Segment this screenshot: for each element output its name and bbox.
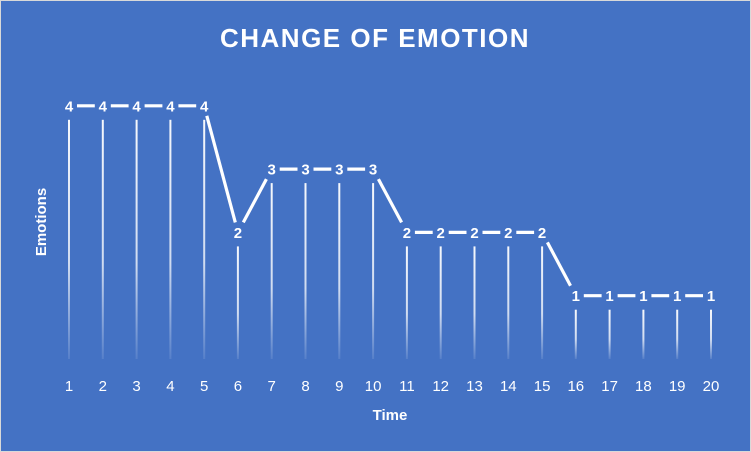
data-label: 1: [572, 288, 580, 305]
series-line: [77, 104, 703, 298]
y-axis-title: Emotions: [33, 188, 50, 256]
drop-line: [439, 246, 442, 359]
line-segment: [545, 241, 572, 287]
drop-lines: [68, 119, 712, 359]
data-label: 2: [470, 225, 478, 242]
data-label: 1: [605, 288, 613, 305]
x-tick-label: 13: [466, 378, 483, 395]
data-label: 2: [538, 225, 546, 242]
drop-line: [574, 309, 577, 359]
drop-line: [135, 119, 138, 359]
data-label: 2: [437, 225, 445, 242]
data-label: 2: [234, 225, 242, 242]
x-tick-label: 15: [534, 378, 551, 395]
x-tick-label: 7: [268, 378, 276, 395]
drop-line: [270, 183, 273, 359]
x-tick-label: 5: [200, 378, 208, 395]
drop-line: [304, 183, 307, 359]
drop-line: [710, 309, 712, 359]
x-tick-label: 16: [567, 378, 584, 395]
data-label: 3: [369, 162, 377, 179]
drop-line: [676, 309, 679, 359]
x-tick-label: 1: [65, 378, 73, 395]
x-tick-label: 11: [399, 378, 415, 395]
drop-line: [405, 246, 408, 359]
drop-line: [608, 309, 611, 359]
data-label: 2: [504, 225, 512, 242]
data-label: 4: [65, 98, 74, 115]
data-label: 3: [268, 162, 276, 179]
drop-line: [101, 119, 104, 359]
data-label: 3: [301, 162, 309, 179]
drop-line: [338, 183, 341, 359]
data-labels: 4 4 4 4 4 2 3 3 3 3 2 2 2 2 2 1 1 1 1 1: [65, 98, 715, 305]
x-tick-label: 20: [703, 378, 720, 395]
data-label: 3: [335, 162, 343, 179]
x-tick-label: 3: [132, 378, 140, 395]
x-tick-label: 8: [301, 378, 309, 395]
line-segment: [241, 178, 268, 224]
x-tick-label: 18: [635, 378, 652, 395]
x-tick-label: 9: [335, 378, 343, 395]
x-tick-label: 19: [669, 378, 686, 395]
x-axis-tick-labels: 1 2 3 4 5 6 7 8 9 10 11 12 13 14 15 16 17 18 19 20: [65, 378, 720, 395]
drop-line: [372, 183, 375, 359]
data-label: 4: [166, 98, 175, 115]
drop-line: [507, 246, 510, 359]
data-label: 4: [200, 98, 209, 115]
chart-title: CHANGE OF EMOTION: [220, 23, 530, 53]
line-segment: [376, 178, 404, 224]
data-label: 1: [639, 288, 647, 305]
x-tick-label: 17: [601, 378, 618, 395]
data-label: 2: [403, 225, 411, 242]
drop-line: [541, 246, 544, 359]
data-label: 4: [132, 98, 141, 115]
drop-line: [642, 309, 645, 359]
x-tick-label: 14: [500, 378, 517, 395]
data-label: 4: [99, 98, 108, 115]
drop-line: [68, 119, 70, 359]
drop-line: [236, 246, 239, 359]
x-tick-label: 10: [365, 378, 382, 395]
x-tick-label: 2: [99, 378, 107, 395]
x-tick-label: 12: [432, 378, 449, 395]
drop-line: [169, 119, 172, 359]
data-label: 1: [673, 288, 681, 305]
x-axis-title: Time: [373, 407, 408, 424]
line-segment: [205, 115, 237, 223]
data-label: 1: [707, 288, 715, 305]
x-tick-label: 6: [234, 378, 242, 395]
x-tick-label: 4: [166, 378, 174, 395]
drop-line: [473, 246, 476, 359]
drop-line: [203, 119, 206, 359]
